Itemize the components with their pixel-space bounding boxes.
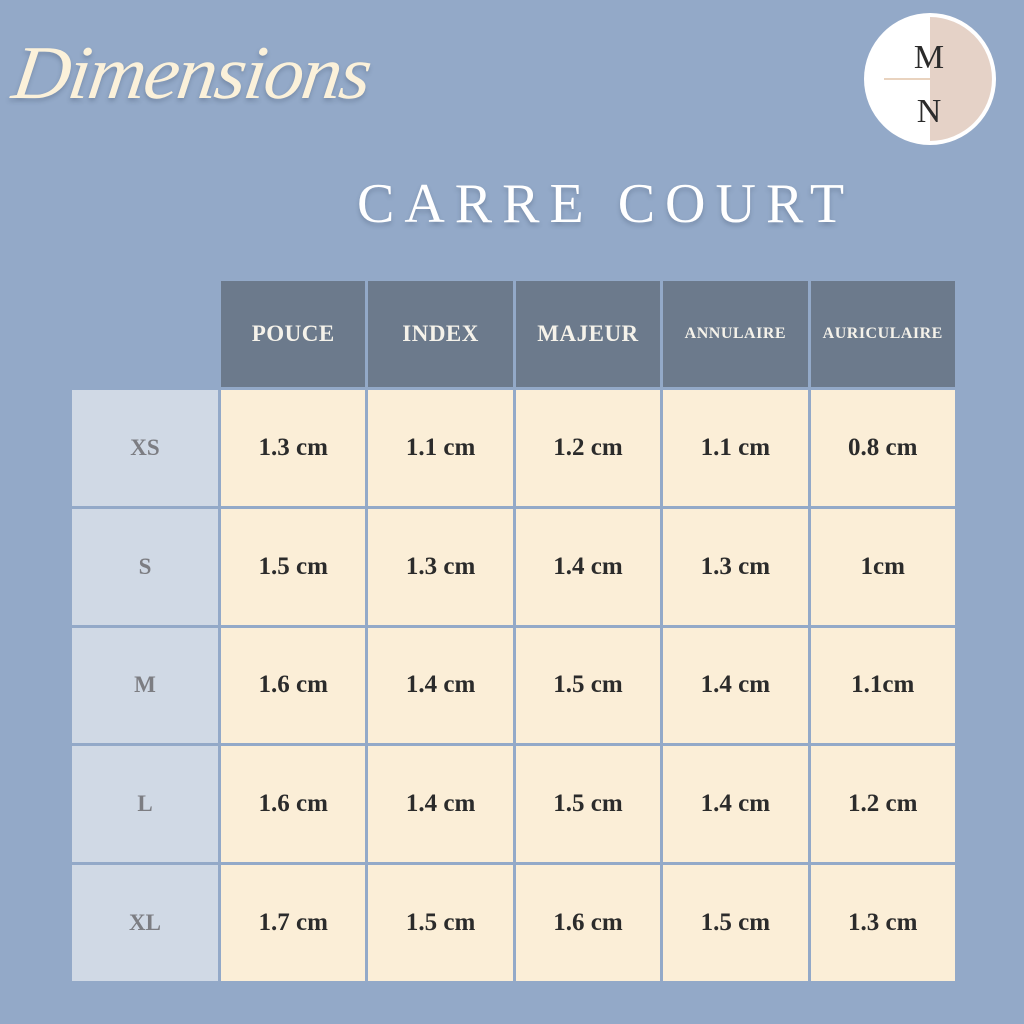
svg-text:M: M [914, 39, 944, 76]
svg-text:N: N [917, 93, 942, 130]
